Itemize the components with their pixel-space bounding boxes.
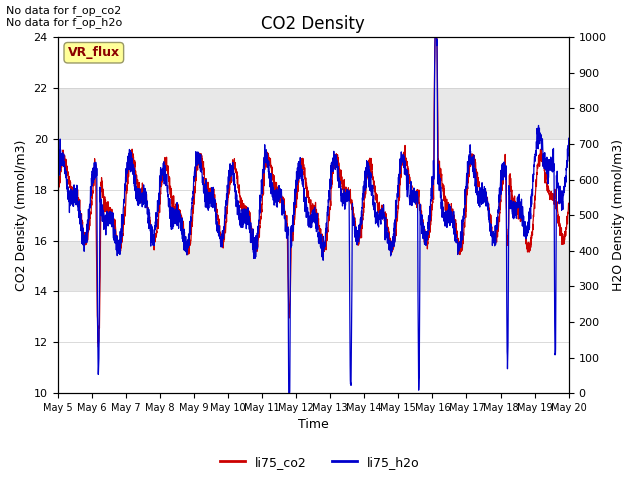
X-axis label: Time: Time: [298, 419, 328, 432]
Y-axis label: CO2 Density (mmol/m3): CO2 Density (mmol/m3): [15, 140, 28, 291]
Bar: [58, 240, 569, 291]
Y-axis label: H2O Density (mmol/m3): H2O Density (mmol/m3): [612, 139, 625, 291]
Text: VR_flux: VR_flux: [68, 46, 120, 59]
Bar: [58, 88, 569, 139]
Text: No data for f_op_co2
No data for f_op_h2o: No data for f_op_co2 No data for f_op_h2…: [6, 5, 123, 28]
Title: CO2 Density: CO2 Density: [261, 15, 365, 33]
Legend: li75_co2, li75_h2o: li75_co2, li75_h2o: [215, 451, 425, 474]
